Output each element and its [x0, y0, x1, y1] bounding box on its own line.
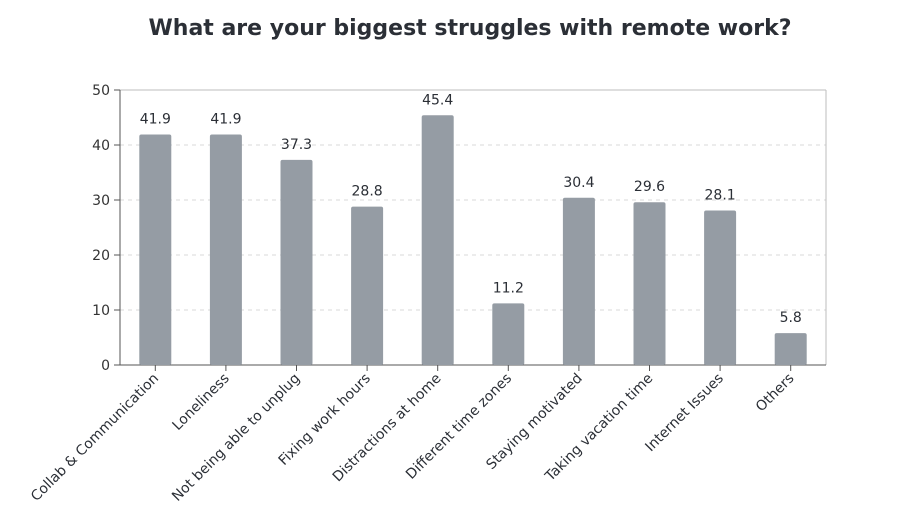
- y-tick-label: 30: [92, 193, 110, 209]
- y-tick-label: 20: [92, 248, 110, 264]
- x-tick-label: Collab & Communication: [28, 371, 162, 505]
- x-tick-label: Internet Issues: [642, 371, 727, 456]
- bar-value-label: 45.4: [422, 92, 453, 108]
- bar-value-label: 37.3: [281, 137, 312, 153]
- y-tick-label: 10: [92, 303, 110, 319]
- bar: [209, 134, 242, 365]
- bar: [139, 134, 172, 365]
- bar-value-label: 5.8: [780, 310, 802, 326]
- x-tick-label: Others: [753, 371, 798, 416]
- bar-value-label: 28.8: [352, 184, 383, 200]
- bar-value-label: 28.1: [705, 187, 736, 203]
- x-tick-label: Not being able to unplug: [169, 371, 303, 505]
- y-tick-label: 50: [92, 83, 110, 99]
- y-tick-label: 40: [92, 138, 110, 154]
- bar: [704, 210, 737, 365]
- bar-value-label: 41.9: [210, 112, 241, 128]
- bar-value-label: 11.2: [493, 280, 524, 296]
- bar: [280, 159, 313, 365]
- bar-value-label: 41.9: [140, 112, 171, 128]
- bar-value-label: 30.4: [563, 175, 594, 191]
- y-tick-label: 0: [101, 358, 110, 374]
- bar-value-label: 29.6: [634, 179, 665, 195]
- bar: [492, 303, 525, 365]
- bar: [633, 202, 666, 365]
- chart-title: What are your biggest struggles with rem…: [148, 16, 792, 41]
- x-tick-label: Loneliness: [169, 371, 232, 434]
- bar: [562, 197, 595, 365]
- bar: [774, 333, 807, 365]
- bar: [351, 206, 384, 365]
- bar: [421, 115, 454, 365]
